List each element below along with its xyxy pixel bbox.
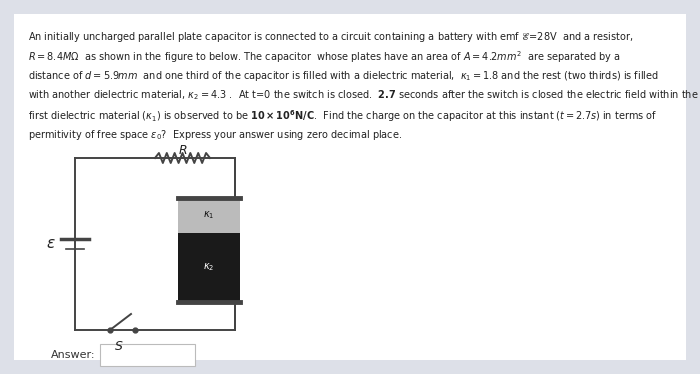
Text: with another dielectric material, $\kappa_2 = 4.3$ .  At t=0 the switch is close: with another dielectric material, $\kapp… [28, 89, 699, 102]
Bar [178, 198, 240, 233]
Text: $R$: $R$ [178, 144, 188, 157]
Text: distance of $d = 5.9mm$  and one third of the capacitor is filled with a dielect: distance of $d = 5.9mm$ and one third of… [28, 69, 659, 83]
Text: $S$: $S$ [114, 340, 123, 353]
Text: Answer:: Answer: [50, 350, 95, 360]
Text: first dielectric material ($\kappa_1$) is observed to be $\mathbf{10 \times 10^6: first dielectric material ($\kappa_1$) i… [28, 108, 657, 124]
Text: $\kappa_2$: $\kappa_2$ [204, 261, 215, 273]
Bar [178, 233, 240, 302]
Text: $\kappa_1$: $\kappa_1$ [203, 209, 215, 221]
Text: permitivity of free space $\varepsilon_0$?  Express your answer using zero decim: permitivity of free space $\varepsilon_0… [28, 128, 402, 141]
Text: $R = 8.4M\Omega$  as shown in the figure to below. The capacitor  whose plates h: $R = 8.4M\Omega$ as shown in the figure … [28, 49, 621, 65]
Bar [100, 344, 195, 366]
Text: $\varepsilon$: $\varepsilon$ [46, 237, 56, 251]
Text: An initially uncharged parallel plate capacitor is connected to a circuit contai: An initially uncharged parallel plate ca… [28, 30, 634, 44]
